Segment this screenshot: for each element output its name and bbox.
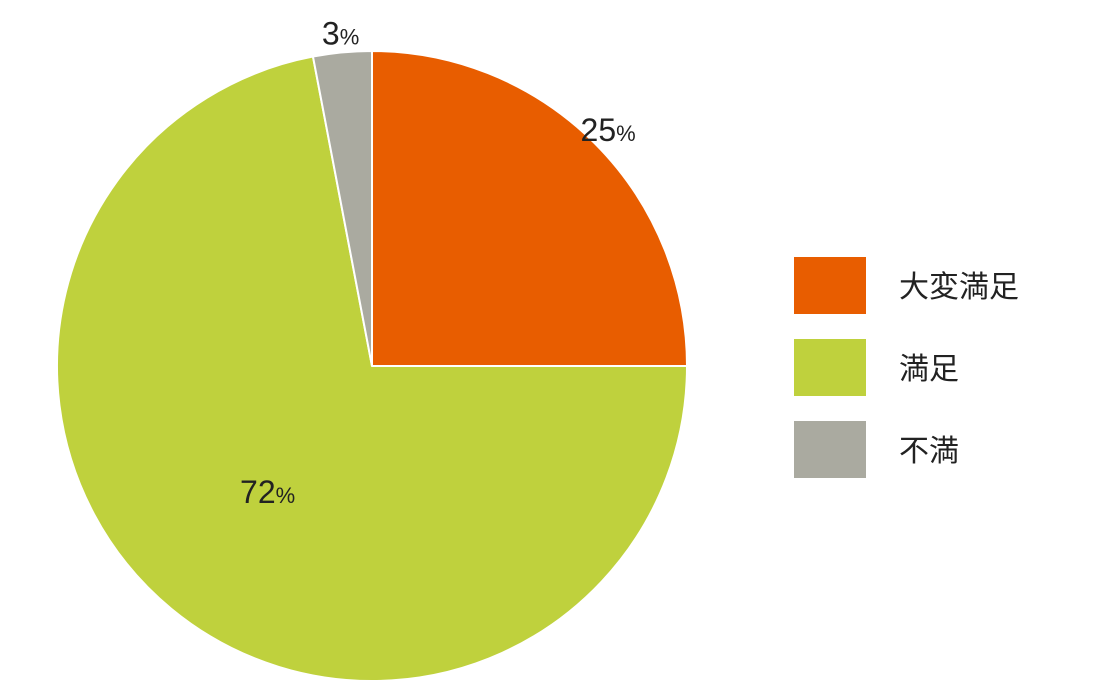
pie-slice-very-satisfied bbox=[371, 50, 688, 367]
legend-label-dissatisfied: 不満 bbox=[899, 434, 959, 469]
legend-label-very-satisfied: 大変満足 bbox=[899, 270, 1019, 305]
pie-data-labels: 25% 72% 3% bbox=[240, 16, 636, 511]
legend-label-satisfied: 満足 bbox=[899, 352, 959, 387]
legend: 大変満足 満足 不満 bbox=[794, 257, 1019, 478]
data-label-very-satisfied: 25% bbox=[581, 112, 636, 148]
legend-swatch-satisfied bbox=[794, 339, 866, 396]
legend-swatch-dissatisfied bbox=[794, 421, 866, 478]
pie-slice-satisfied bbox=[56, 55, 688, 682]
data-label-dissatisfied: 3% bbox=[322, 16, 359, 52]
pie-slice-dissatisfied bbox=[311, 50, 373, 367]
pie-slices bbox=[56, 50, 688, 682]
legend-swatch-very-satisfied bbox=[794, 257, 866, 314]
data-label-satisfied: 72% bbox=[240, 474, 295, 510]
